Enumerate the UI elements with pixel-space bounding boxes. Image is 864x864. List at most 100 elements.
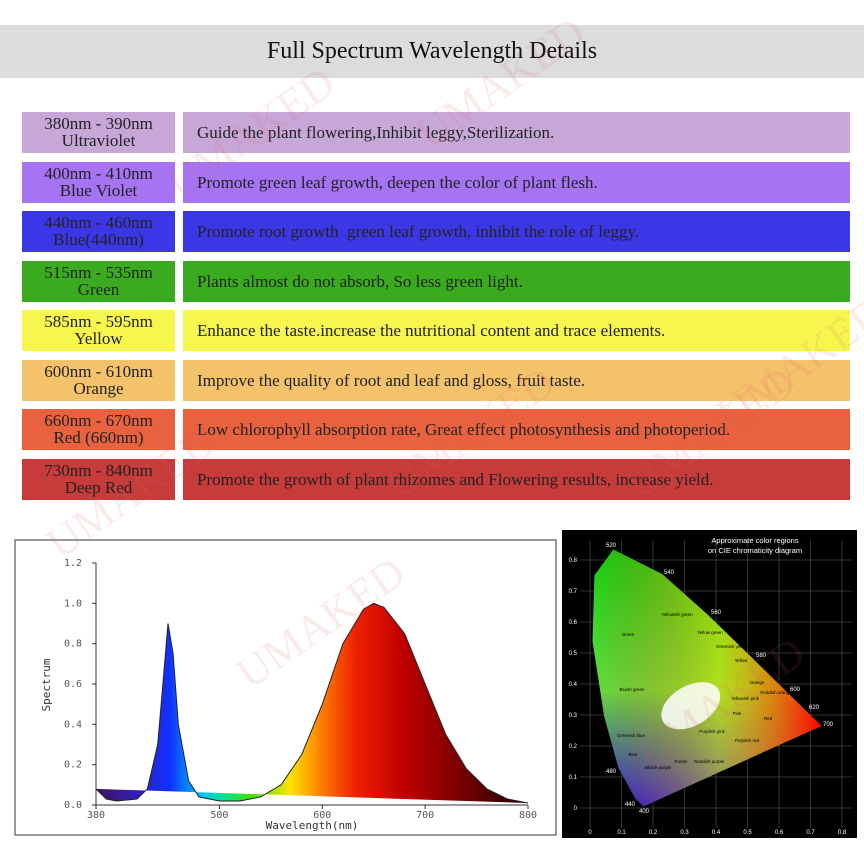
cie-y-tick: 0.6 (569, 620, 578, 626)
wavelength-label: 400 (639, 809, 650, 815)
wavelength-label: 480 (606, 769, 617, 775)
y-tick-label: 0.8 (64, 639, 82, 650)
range-cell: 380nm - 390nm Ultraviolet (22, 112, 175, 153)
region-label: Bluish green (619, 687, 645, 692)
range-cell: 730nm - 840nm Deep Red (22, 458, 175, 500)
range: 515nm - 535nm (44, 262, 153, 282)
region-label: Pink (733, 711, 743, 716)
wavelength-label: 620 (809, 705, 820, 711)
region-label: Greenish blue (617, 733, 646, 738)
x-tick-label: 600 (313, 810, 331, 821)
region-label: Blue (628, 752, 638, 757)
cie-y-tick: 0.8 (569, 558, 578, 564)
region-label: Purplish red (735, 738, 760, 743)
spectrum-area (96, 603, 528, 803)
range: 585nm - 595nm (44, 312, 153, 331)
range: 730nm - 840nm (44, 460, 153, 480)
cie-title: on CIE chromaticity diagram (708, 546, 802, 555)
description: Enhance the taste.increase the nutrition… (183, 310, 850, 351)
band-name: Yellow (74, 329, 123, 348)
range-cell: 600nm - 610nm Orange (22, 359, 175, 401)
cie-title: Approximate color regions (711, 536, 798, 545)
band-name: Blue(440nm) (53, 230, 144, 249)
range: 380nm - 390nm (44, 114, 153, 133)
y-tick-label: 0.6 (64, 679, 82, 690)
cie-x-tick: 0.5 (743, 830, 752, 836)
band-name: Deep Red (64, 477, 133, 497)
cie-y-tick: 0.1 (569, 775, 578, 781)
range-cell: 515nm - 535nm Green (22, 260, 175, 302)
region-label: Yellow (735, 658, 749, 663)
y-axis-label: Spectrum (40, 658, 53, 711)
wavelength-label: 520 (606, 543, 617, 549)
region-label: Greenish yellow (716, 644, 749, 649)
range-cell: 400nm - 410nm Blue Violet (22, 161, 175, 203)
y-tick-label: 0.2 (64, 760, 82, 771)
watermark: UMAKED (158, 57, 344, 208)
region-label: Reddish purple (694, 759, 725, 764)
wavelength-label: 600 (790, 687, 801, 693)
cie-x-tick: 0 (588, 830, 592, 836)
y-tick-label: 0.0 (64, 800, 82, 811)
range-cell: 660nm - 670nm Red (660nm) (22, 409, 175, 450)
band-name: Ultraviolet (61, 131, 136, 150)
region-label: Purplish pink (699, 729, 726, 734)
cie-x-tick: 0.6 (775, 830, 784, 836)
y-tick-label: 0.4 (64, 719, 82, 730)
range-cell: 585nm - 595nm Yellow (22, 310, 175, 351)
wavelength-label: 440 (625, 802, 636, 808)
y-tick-label: 1.0 (64, 598, 82, 609)
region-label: Bluish purple (645, 765, 672, 770)
range: 660nm - 670nm (44, 411, 153, 430)
y-tick-label: 1.2 (64, 558, 82, 569)
description: Plants almost do not absorb, So less gre… (183, 260, 850, 302)
description: Promote green leaf growth, deepen the co… (183, 161, 850, 203)
region-label: Yellow green (697, 630, 723, 635)
x-axis-label: Wavelength(nm) (266, 819, 359, 832)
x-tick-label: 500 (210, 810, 228, 821)
cie-y-tick: 0.2 (569, 744, 578, 750)
x-tick-label: 800 (519, 810, 537, 821)
wavelength-label: 540 (664, 570, 675, 576)
cie-x-tick: 0.1 (617, 830, 626, 836)
wavelength-label: 700 (823, 722, 834, 728)
spectrum-line (95, 602, 529, 804)
x-tick-label: 700 (416, 810, 434, 821)
watermark: UMAKED (708, 287, 864, 438)
header-title: Full Spectrum Wavelength Details (0, 25, 864, 78)
region-label: Yellowish green (661, 612, 693, 617)
x-tick-label: 380 (87, 810, 105, 821)
band-name: Blue Violet (59, 180, 138, 200)
region-label: Green (622, 632, 635, 637)
watermark: UMAKED (408, 7, 594, 158)
watermark: UMAKED (378, 357, 564, 508)
cie-x-tick: 0.4 (712, 830, 721, 836)
cie-y-tick: 0.3 (569, 713, 578, 719)
cie-x-tick: 0.8 (838, 830, 847, 836)
region-label: Yellowish pink (731, 696, 760, 701)
white-point (661, 682, 721, 730)
band-name: Red (660nm) (53, 428, 144, 447)
wavelength-label: 560 (711, 610, 722, 616)
band-name: Green (77, 279, 120, 299)
region-label: Reddish orange (760, 690, 792, 695)
region-label: Purple (674, 759, 688, 764)
region-label: Red (764, 716, 773, 721)
cie-x-tick: 0.7 (806, 830, 815, 836)
wavelength-label: 580 (756, 653, 767, 659)
description: Guide the plant flowering,Inhibit leggy,… (183, 112, 850, 153)
cie-x-tick: 0.2 (649, 830, 658, 836)
cie-y-tick: 0.4 (569, 682, 578, 688)
description: Promote the growth of plant rhizomes and… (183, 458, 850, 500)
cie-x-tick: 0.3 (680, 830, 689, 836)
description: Improve the quality of root and leaf and… (183, 359, 850, 401)
cie-y-tick: 0.7 (569, 589, 578, 595)
cie-y-tick: 0.5 (569, 651, 578, 657)
range: 400nm - 410nm (44, 163, 153, 183)
cie-locus-tint (592, 549, 822, 807)
region-label: Orange (749, 680, 765, 685)
cie-y-tick: 0 (574, 806, 578, 812)
range: 440nm - 460nm (44, 213, 153, 232)
